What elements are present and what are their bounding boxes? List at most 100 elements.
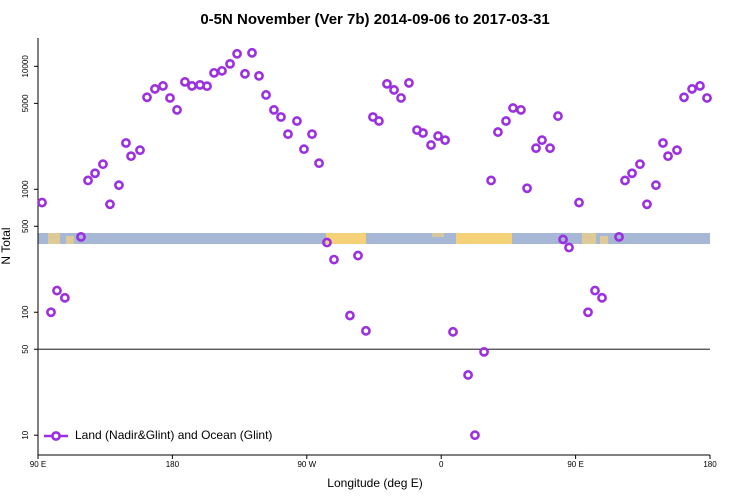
point <box>105 199 115 210</box>
point <box>564 242 574 253</box>
y-tick-label: 100 <box>21 305 30 319</box>
x-tick-label: 0 <box>439 460 444 469</box>
point <box>269 105 279 115</box>
point <box>614 231 624 242</box>
point <box>620 175 630 186</box>
point <box>440 135 450 146</box>
point <box>479 346 489 357</box>
point <box>389 85 399 95</box>
point <box>493 127 503 137</box>
point <box>418 128 428 138</box>
point <box>37 197 47 208</box>
point <box>165 93 175 103</box>
point <box>322 237 332 248</box>
point <box>232 48 242 59</box>
point <box>486 175 496 186</box>
point <box>627 168 637 179</box>
point <box>217 65 227 76</box>
point <box>597 292 607 303</box>
point <box>687 84 697 94</box>
point <box>426 140 436 150</box>
x-tick-label: 180 <box>703 460 717 469</box>
point <box>172 105 182 115</box>
point <box>126 151 136 162</box>
point <box>382 78 392 89</box>
point <box>522 183 532 194</box>
point <box>247 47 257 58</box>
point <box>187 81 197 91</box>
point <box>448 326 458 337</box>
y-tick-label: 500 <box>21 219 30 233</box>
point <box>574 197 584 208</box>
point <box>501 116 511 126</box>
point <box>433 131 443 141</box>
point <box>135 145 145 156</box>
point <box>225 58 235 69</box>
point <box>292 116 302 126</box>
point <box>314 158 324 169</box>
point <box>114 180 124 191</box>
point <box>98 159 108 170</box>
point <box>545 143 555 154</box>
point <box>307 129 317 140</box>
point <box>679 92 689 103</box>
point <box>283 129 293 140</box>
point <box>46 307 56 318</box>
land-ocean-strip <box>38 233 710 244</box>
point <box>209 67 219 78</box>
y-tick-label: 5000 <box>21 94 30 112</box>
x-tick-label: 90 E <box>30 460 46 469</box>
point <box>276 112 286 122</box>
point <box>590 285 600 296</box>
y-axis-label: N Total <box>0 227 13 264</box>
y-tick-label: 10000 <box>21 55 30 78</box>
point <box>353 250 363 261</box>
point <box>537 135 547 146</box>
point <box>240 68 250 79</box>
legend-label: Land (Nadir&Glint) and Ocean (Glint) <box>75 428 272 442</box>
point <box>508 103 518 113</box>
point <box>90 168 100 179</box>
point <box>663 151 673 162</box>
x-axis-label: Longitude (deg E) <box>327 476 422 490</box>
point <box>642 199 652 210</box>
point <box>150 84 160 94</box>
point <box>261 90 271 100</box>
legend-marker <box>51 431 61 441</box>
point <box>558 234 568 245</box>
point <box>531 143 541 154</box>
point <box>180 77 190 87</box>
point <box>76 231 86 242</box>
y-tick-label: 10 <box>21 430 30 439</box>
point <box>651 180 661 191</box>
point <box>345 310 355 321</box>
point <box>121 138 131 148</box>
point <box>59 292 70 303</box>
y-tick-label: 50 <box>21 344 30 353</box>
point <box>254 70 264 81</box>
x-tick-label: 180 <box>166 460 180 469</box>
point <box>52 285 62 296</box>
y-tick-label: 1000 <box>21 180 30 198</box>
point <box>374 116 384 126</box>
point <box>404 78 414 88</box>
point <box>672 145 682 156</box>
point <box>695 81 705 91</box>
point <box>470 430 480 441</box>
point <box>583 307 593 318</box>
point <box>702 93 712 103</box>
point <box>361 325 371 336</box>
point <box>299 144 309 155</box>
x-tick-label: 90 W <box>297 460 316 469</box>
point <box>142 92 152 103</box>
point <box>658 138 668 148</box>
point <box>396 93 406 103</box>
point <box>553 111 563 121</box>
point <box>83 175 93 186</box>
chart-title: 0-5N November (Ver 7b) 2014-09-06 to 201… <box>200 11 549 28</box>
x-tick-label: 90 E <box>567 460 583 469</box>
point <box>635 159 645 170</box>
point <box>463 370 473 380</box>
point <box>158 81 168 91</box>
